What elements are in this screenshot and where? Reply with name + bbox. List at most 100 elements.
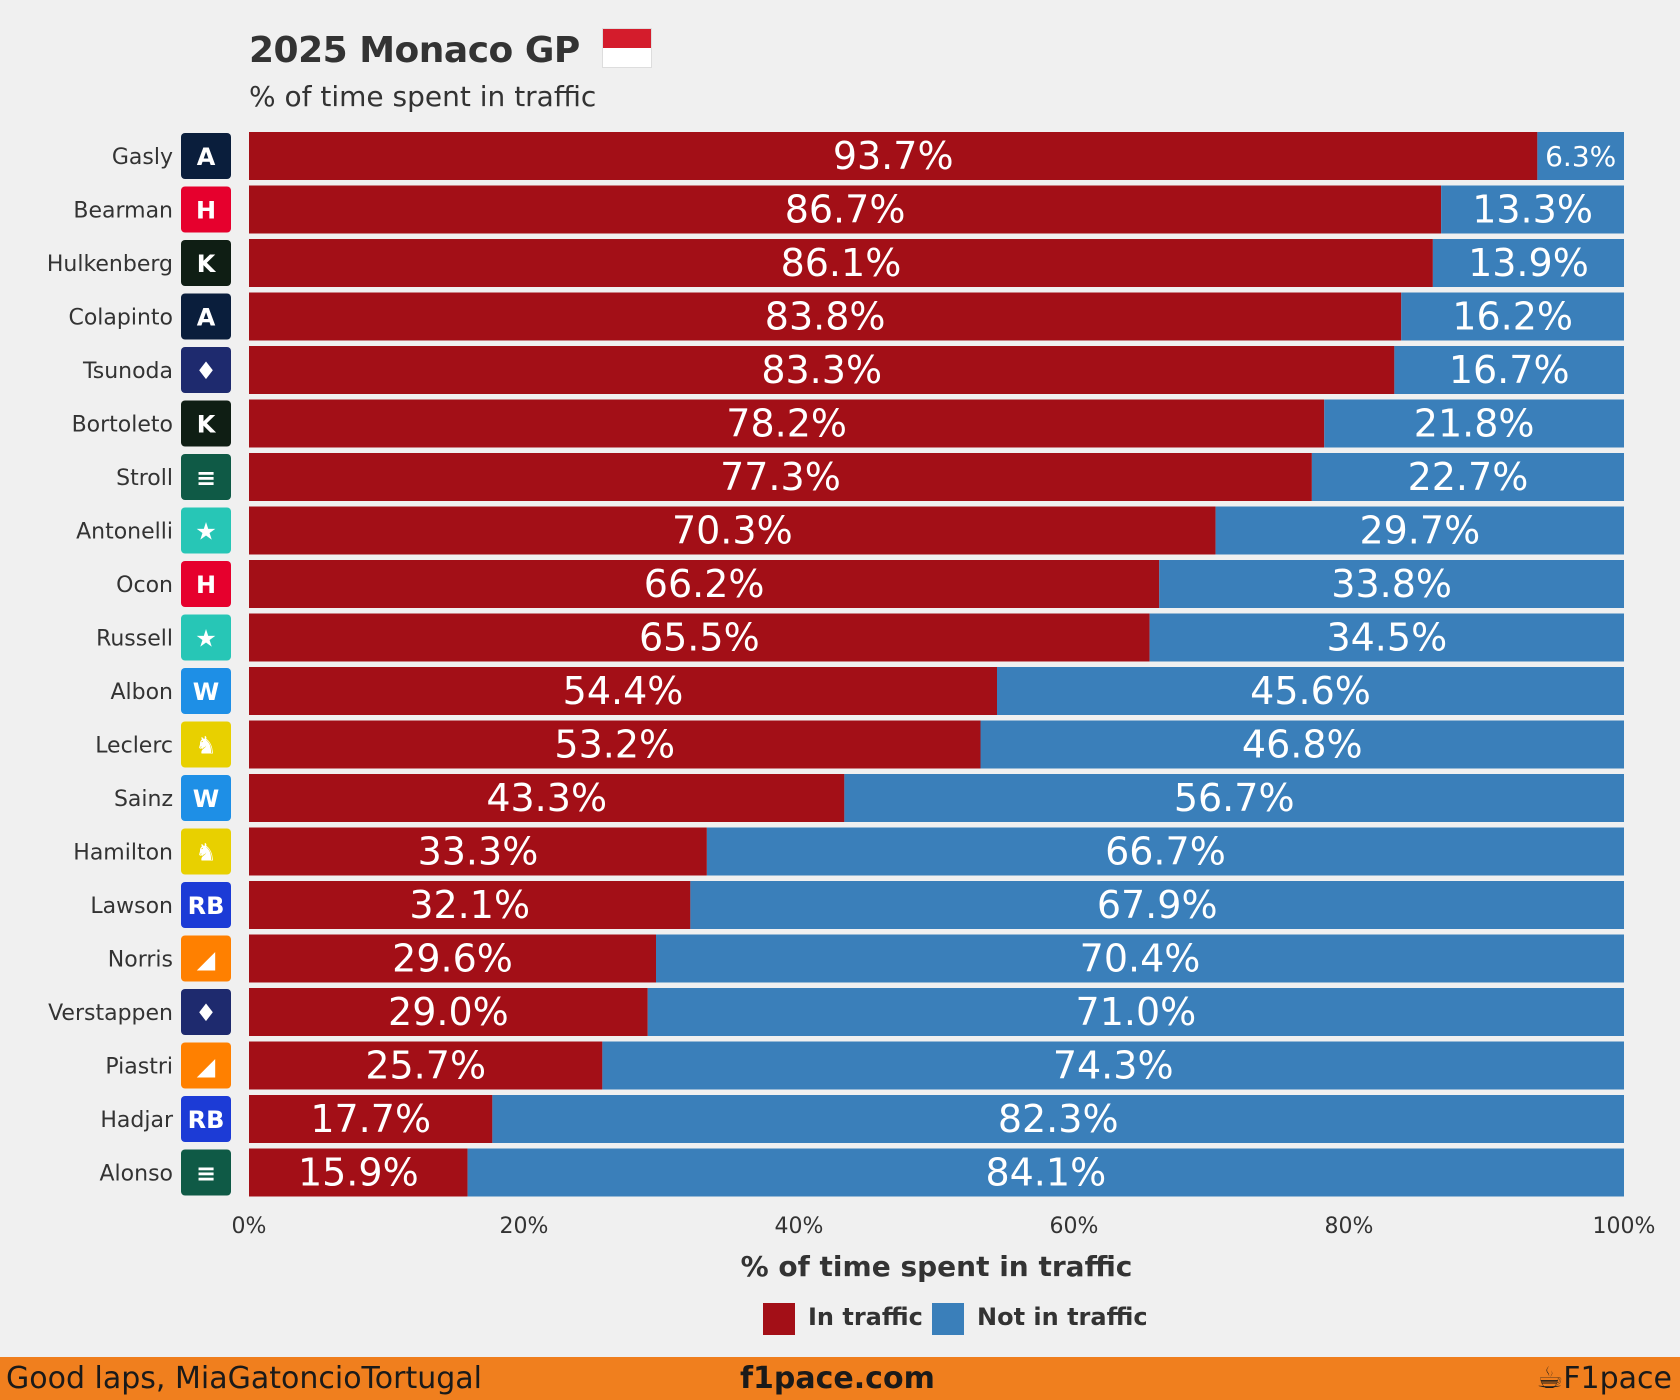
aston-martin-logo-icon-glyph: ≡ [196, 464, 216, 492]
bar-not-in-traffic [980, 720, 1624, 769]
bar-in-traffic [249, 827, 707, 876]
williams-logo-icon [181, 668, 231, 714]
mclaren-logo-icon [181, 1042, 231, 1089]
data-label-in-traffic: 77.3% [720, 455, 841, 499]
data-label-not-in-traffic: 13.9% [1468, 241, 1589, 285]
chart-title: 2025 Monaco GP [249, 30, 580, 71]
racing-bulls-logo-icon-glyph: RB [188, 892, 225, 920]
data-label-in-traffic: 29.0% [388, 990, 509, 1034]
alpine-logo-icon-glyph: A [197, 143, 216, 171]
haas-logo-icon [181, 186, 231, 233]
data-label-in-traffic: 83.3% [761, 348, 882, 392]
data-label-not-in-traffic: 71.0% [1076, 990, 1197, 1034]
data-label-not-in-traffic: 21.8% [1414, 402, 1535, 446]
bar-in-traffic [249, 934, 656, 983]
data-label-not-in-traffic: 16.7% [1449, 348, 1570, 392]
williams-logo-icon-glyph: W [193, 785, 219, 813]
legend-swatch-not-in-traffic [932, 1303, 964, 1335]
bar-not-in-traffic [602, 1041, 1624, 1090]
bar-in-traffic [249, 667, 997, 715]
data-label-not-in-traffic: 45.6% [1250, 669, 1371, 713]
data-label-not-in-traffic: 74.3% [1053, 1044, 1174, 1088]
footer-brand: ☕F1pace [1536, 1361, 1672, 1396]
driver-label: Lawson [90, 894, 173, 919]
data-label-in-traffic: 15.9% [298, 1151, 419, 1195]
bar-in-traffic [249, 399, 1325, 448]
bar-in-traffic [249, 613, 1150, 662]
driver-label: Hulkenberg [47, 252, 173, 277]
bar-not-in-traffic [1159, 560, 1624, 608]
legend-label-in-traffic: In traffic [808, 1303, 923, 1331]
sauber-logo-icon [181, 240, 231, 286]
data-label-not-in-traffic: 82.3% [998, 1097, 1119, 1141]
cup-icon: ☕ [1536, 1361, 1564, 1396]
x-tick-label: 60% [1050, 1214, 1099, 1239]
data-label-not-in-traffic: 34.5% [1326, 616, 1447, 660]
x-tick-label: 40% [775, 1214, 824, 1239]
bar-not-in-traffic [1537, 132, 1624, 180]
legend-swatch-in-traffic [763, 1303, 795, 1335]
driver-label: Alonso [100, 1162, 174, 1187]
data-label-not-in-traffic: 33.8% [1331, 562, 1452, 606]
ferrari-logo-icon [181, 828, 231, 875]
bar-in-traffic [249, 506, 1216, 555]
footer-website-link[interactable]: f1pace.com [740, 1361, 935, 1396]
driver-label: Piastri [105, 1055, 173, 1080]
x-tick-label: 0% [232, 1214, 267, 1239]
data-label-in-traffic: 78.2% [726, 402, 847, 446]
chart-subtitle: % of time spent in traffic [249, 80, 597, 113]
bar-in-traffic [249, 720, 981, 769]
mercedes-logo-icon-glyph: ★ [195, 625, 217, 653]
redbull-logo-icon [181, 989, 231, 1035]
mercedes-logo-icon-glyph: ★ [195, 518, 217, 546]
bar-not-in-traffic [1149, 613, 1624, 662]
data-label-not-in-traffic: 29.7% [1359, 509, 1480, 553]
bar-not-in-traffic [647, 988, 1624, 1036]
bar-not-in-traffic [1311, 453, 1624, 501]
bar-in-traffic [249, 185, 1442, 234]
driver-label: Gasly [112, 145, 173, 170]
driver-label: Hadjar [100, 1108, 174, 1133]
data-label-in-traffic: 29.6% [392, 937, 513, 981]
data-label-in-traffic: 86.1% [781, 241, 902, 285]
data-label-not-in-traffic: 13.3% [1472, 188, 1593, 232]
ferrari-logo-icon [181, 721, 231, 768]
williams-logo-icon [181, 775, 231, 821]
haas-logo-icon-glyph: H [196, 197, 216, 225]
bar-in-traffic [249, 239, 1433, 287]
driver-label: Sainz [114, 787, 173, 812]
haas-logo-icon-glyph: H [196, 571, 216, 599]
driver-label: Bortoleto [72, 413, 173, 438]
williams-logo-icon-glyph: W [193, 678, 219, 706]
driver-label: Bearman [73, 199, 173, 224]
aston-martin-logo-icon-glyph: ≡ [196, 1160, 216, 1188]
data-label-in-traffic: 33.3% [418, 830, 539, 874]
ferrari-logo-icon-glyph: ♞ [195, 839, 217, 867]
bar-in-traffic [249, 292, 1402, 341]
bar-in-traffic [249, 1148, 468, 1197]
bar-in-traffic [249, 453, 1312, 501]
bar-not-in-traffic [1324, 399, 1624, 448]
x-axis-title: % of time spent in traffic [741, 1250, 1133, 1283]
bar-not-in-traffic [1432, 239, 1624, 287]
redbull-logo-icon-glyph: ♦ [195, 357, 217, 385]
data-label-in-traffic: 65.5% [639, 616, 760, 660]
mercedes-logo-icon [181, 507, 231, 554]
driver-label: Albon [110, 680, 173, 705]
ferrari-logo-icon-glyph: ♞ [195, 732, 217, 760]
alpine-logo-icon-glyph: A [197, 304, 216, 332]
bar-not-in-traffic [1215, 506, 1624, 555]
bar-in-traffic [249, 1095, 493, 1143]
bar-not-in-traffic [467, 1148, 1624, 1197]
driver-label: Norris [108, 948, 173, 973]
data-label-not-in-traffic: 6.3% [1545, 140, 1616, 173]
driver-label: Antonelli [76, 520, 173, 545]
x-tick-label: 80% [1325, 1214, 1374, 1239]
mclaren-logo-icon [181, 935, 231, 982]
bar-in-traffic [249, 774, 845, 822]
bar-not-in-traffic [1441, 185, 1624, 234]
data-label-not-in-traffic: 66.7% [1105, 830, 1226, 874]
bar-in-traffic [249, 988, 648, 1036]
racing-bulls-logo-icon-glyph: RB [188, 1106, 225, 1134]
mercedes-logo-icon [181, 614, 231, 661]
